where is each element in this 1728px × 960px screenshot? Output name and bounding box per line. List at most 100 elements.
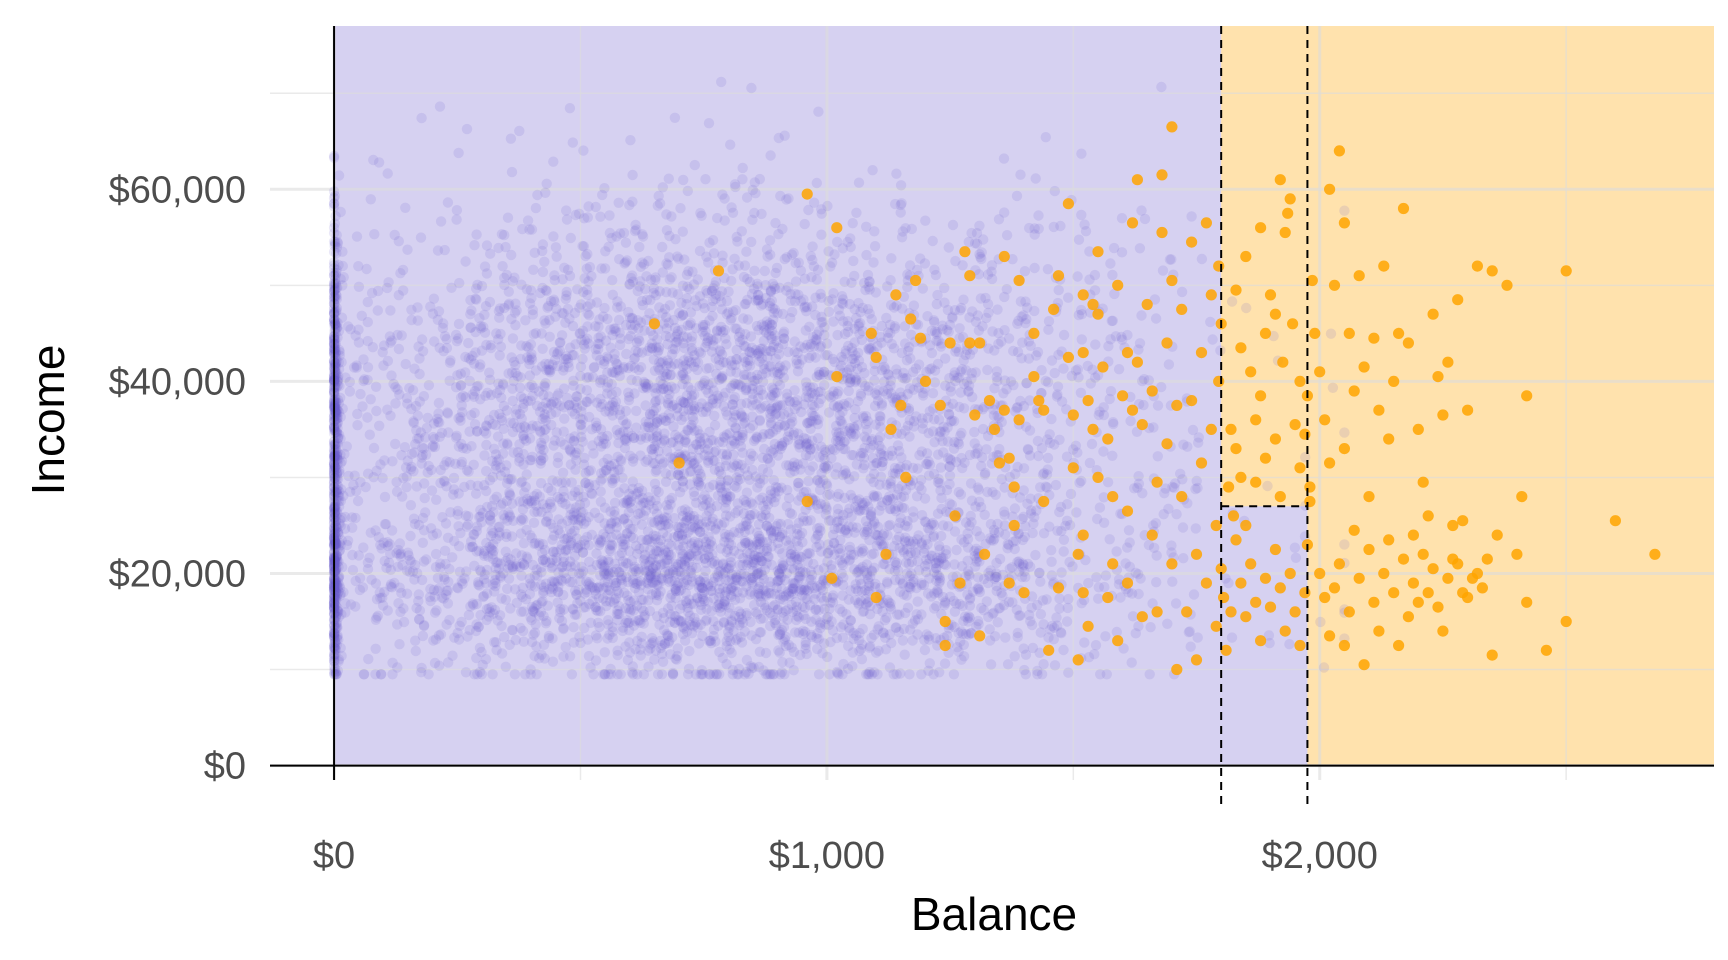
point-no bbox=[755, 627, 767, 638]
point-no bbox=[874, 431, 886, 443]
point-no bbox=[1170, 598, 1182, 609]
point-no bbox=[799, 218, 810, 230]
point-no bbox=[1105, 386, 1117, 397]
point-no bbox=[779, 634, 791, 645]
point-no bbox=[581, 396, 592, 407]
point-no bbox=[962, 528, 973, 539]
point-no bbox=[605, 596, 616, 607]
point-no bbox=[573, 484, 584, 496]
point-no bbox=[591, 397, 603, 408]
point-no bbox=[729, 179, 741, 190]
point-no bbox=[850, 429, 861, 440]
point-no bbox=[753, 533, 764, 544]
point-no bbox=[377, 347, 388, 358]
point-no bbox=[714, 290, 725, 302]
point-no bbox=[714, 602, 725, 614]
point-no bbox=[810, 334, 821, 345]
point-no bbox=[666, 272, 677, 283]
point-no bbox=[535, 458, 546, 469]
point-no bbox=[575, 299, 587, 310]
point-no bbox=[755, 533, 766, 545]
point-no bbox=[572, 284, 583, 295]
point-no bbox=[805, 250, 816, 262]
point-no bbox=[898, 367, 909, 379]
point-no bbox=[967, 306, 978, 317]
point-no bbox=[822, 611, 834, 623]
point-no bbox=[812, 475, 823, 486]
point-no bbox=[840, 469, 851, 480]
point-no bbox=[754, 478, 765, 489]
point-no bbox=[864, 641, 876, 652]
point-no bbox=[919, 258, 931, 269]
point-no bbox=[1079, 637, 1090, 648]
point-no bbox=[527, 309, 539, 320]
point-no bbox=[461, 521, 473, 532]
point-no bbox=[517, 591, 528, 603]
point-no bbox=[1010, 535, 1021, 546]
point-no bbox=[508, 356, 520, 367]
point-no bbox=[973, 582, 984, 593]
point-no bbox=[344, 386, 356, 397]
point-no bbox=[1082, 360, 1094, 372]
point-no bbox=[708, 248, 720, 259]
point-no bbox=[590, 589, 602, 600]
point-no bbox=[599, 647, 610, 658]
point-no bbox=[614, 228, 626, 239]
point-no bbox=[420, 507, 431, 518]
point-no bbox=[885, 319, 896, 330]
point-no bbox=[640, 456, 651, 467]
point-no bbox=[964, 600, 976, 611]
point-no bbox=[891, 534, 903, 546]
point-no bbox=[700, 557, 712, 569]
point-no bbox=[1098, 446, 1109, 457]
point-no bbox=[1085, 378, 1097, 389]
point-no bbox=[938, 421, 949, 432]
point-no bbox=[481, 485, 492, 497]
point-no bbox=[767, 278, 778, 289]
point-no bbox=[750, 607, 762, 618]
point-no bbox=[958, 639, 969, 650]
point-no bbox=[541, 178, 552, 189]
point-no bbox=[707, 516, 718, 527]
point-no bbox=[938, 520, 949, 531]
point-no bbox=[485, 342, 497, 354]
point-no bbox=[625, 531, 636, 542]
point-no bbox=[627, 169, 638, 181]
point-no bbox=[1152, 451, 1164, 462]
point-no bbox=[985, 659, 997, 670]
point-no bbox=[851, 207, 862, 218]
point-no bbox=[382, 168, 393, 179]
point-no bbox=[986, 266, 997, 277]
point-no bbox=[453, 488, 464, 499]
point-no bbox=[439, 476, 450, 487]
point-no bbox=[1034, 567, 1045, 578]
point-no bbox=[669, 383, 681, 394]
point-no bbox=[418, 620, 430, 632]
point-no bbox=[811, 177, 822, 189]
point-no bbox=[619, 483, 630, 494]
point-no bbox=[1079, 219, 1090, 230]
point-no bbox=[691, 323, 702, 334]
point-no bbox=[677, 548, 688, 560]
point-no bbox=[706, 435, 717, 446]
point-no bbox=[630, 219, 641, 231]
point-no bbox=[498, 509, 509, 521]
point-no bbox=[1009, 651, 1020, 662]
point-no bbox=[678, 174, 689, 186]
point-no bbox=[939, 282, 950, 294]
point-no bbox=[1193, 432, 1205, 443]
point-no bbox=[442, 407, 453, 418]
point-no bbox=[1151, 550, 1162, 561]
point-no bbox=[779, 333, 790, 344]
point-no bbox=[633, 566, 645, 578]
point-no bbox=[465, 601, 476, 612]
point-no bbox=[793, 289, 804, 300]
point-no bbox=[360, 481, 371, 493]
point-no bbox=[727, 582, 738, 593]
point-no bbox=[745, 572, 756, 584]
point-no bbox=[1029, 229, 1040, 240]
point-no bbox=[847, 661, 858, 672]
point-no bbox=[901, 459, 912, 471]
point-no bbox=[897, 635, 909, 646]
point-no bbox=[874, 479, 885, 490]
